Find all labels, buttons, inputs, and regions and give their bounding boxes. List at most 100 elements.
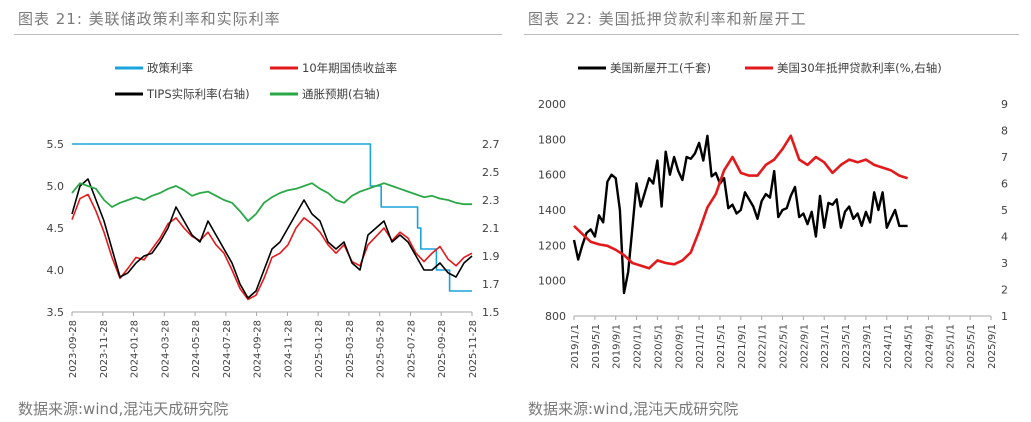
right-x-tick-label: 2025/5/1 [966,324,977,369]
right-x-tick-label: 2019/9/1 [612,324,623,369]
left-y-right-tick-label: 2.7 [482,138,500,151]
left-x-tick-label: 2024-01-28 [130,320,141,378]
left-series-line-0 [72,143,472,292]
right-title-rule [524,34,1019,35]
left-y-right-tick-label: 1.5 [482,306,500,319]
left-legend-label-1: 10年期国债收益率 [302,61,397,75]
right-y-right-tick-label: 3 [1001,257,1008,270]
left-legend-label-2: TIPS实际利率(右轴) [146,87,250,101]
left-series-line-2 [71,178,473,299]
left-x-tick-group: 2024-09-28 [253,320,264,378]
right-x-tick-label: 2022/5/1 [779,324,790,369]
right-x-tick-group: 2023/9/1 [862,324,873,369]
right-chart-title: 图表 22: 美国抵押贷款利率和新屋开工 [528,10,807,28]
left-x-tick-label: 2023-11-28 [99,320,110,378]
left-x-tick-group: 2024-03-28 [160,320,171,378]
right-series-line-0 [572,134,908,295]
right-x-tick-group: 2025/1/1 [945,324,956,369]
right-x-tick-group: 2024/1/1 [883,324,894,369]
right-x-tick-group: 2023/1/1 [820,324,831,369]
right-y-right-tick-label: 2 [1001,284,1008,297]
left-x-tick-group: 2025-03-28 [345,320,356,378]
right-y-right-tick-label: 4 [1001,231,1008,244]
right-x-tick-label: 2025/1/1 [945,324,956,369]
left-y-left-tick-label: 4.0 [47,264,65,277]
right-x-tick-label: 2021/1/1 [695,324,706,369]
left-x-tick-group: 2024-07-28 [222,320,233,378]
right-x-tick-group: 2021/1/1 [695,324,706,369]
left-x-tick-label: 2025-03-28 [345,320,356,378]
right-x-tick-label: 2024/5/1 [904,324,915,369]
left-x-tick-group: 2024-05-28 [191,320,202,378]
left-x-tick-label: 2025-11-28 [468,320,479,378]
right-x-tick-label: 2023/1/1 [820,324,831,369]
right-y-left-tick-label: 2000 [538,98,566,111]
right-y-right-tick-label: 8 [1001,125,1008,138]
right-x-tick-group: 2020/5/1 [653,324,664,369]
left-x-tick-group: 2025-07-28 [406,320,417,378]
right-series-line-1 [573,134,908,270]
right-x-tick-group: 2019/9/1 [612,324,623,369]
right-y-right-tick-label: 6 [1001,178,1008,191]
right-x-tick-label: 2022/1/1 [758,324,769,369]
left-x-tick-label: 2023-09-28 [68,320,79,378]
right-x-tick-group: 2022/9/1 [799,324,810,369]
right-x-tick-label: 2020/9/1 [674,324,685,369]
left-x-tick-label: 2025-05-28 [376,320,387,378]
left-y-right-tick-label: 2.1 [482,222,500,235]
left-x-tick-group: 2025-09-28 [437,320,448,378]
right-x-tick-group: 2023/5/1 [841,324,852,369]
left-y-right-tick-label: 2.5 [482,166,500,179]
right-y-left-tick-label: 1400 [538,204,566,217]
right-x-tick-group: 2025/5/1 [966,324,977,369]
right-x-tick-label: 2021/9/1 [737,324,748,369]
right-x-tick-label: 2021/5/1 [716,324,727,369]
left-y-left-tick-label: 4.5 [47,222,65,235]
left-title-rule [14,34,502,35]
right-x-tick-label: 2019/1/1 [570,324,581,369]
right-x-tick-group: 2025/9/1 [987,324,998,369]
left-y-right-tick-label: 1.9 [482,250,500,263]
left-x-tick-group: 2024-11-28 [283,320,294,378]
left-y-left-tick-label: 3.5 [47,306,65,319]
left-y-right-tick-label: 1.7 [482,278,500,291]
left-x-tick-group: 2023-11-28 [99,320,110,378]
right-data-source: 数据来源:wind,混沌天成研究院 [528,400,739,418]
right-y-right-tick-label: 5 [1001,204,1008,217]
right-y-left-tick-label: 1800 [538,133,566,146]
left-x-tick-group: 2025-05-28 [376,320,387,378]
left-x-tick-label: 2025-07-28 [406,320,417,378]
left-series-line-1 [71,193,473,301]
right-y-left-tick-label: 800 [545,310,566,323]
right-legend-label-0: 美国新屋开工(千套) [610,61,711,75]
left-data-source: 数据来源:wind,混沌天成研究院 [18,400,229,418]
right-x-tick-label: 2025/9/1 [987,324,998,369]
right-x-tick-group: 2021/5/1 [716,324,727,369]
left-x-tick-label: 2024-03-28 [160,320,171,378]
left-legend-label-3: 通胀预期(右轴) [302,87,380,101]
left-y-right-tick-label: 2.3 [482,194,500,207]
left-x-tick-label: 2024-11-28 [283,320,294,378]
right-x-tick-label: 2020/1/1 [633,324,644,369]
left-x-tick-group: 2024-01-28 [130,320,141,378]
right-x-tick-group: 2019/1/1 [570,324,581,369]
right-x-tick-label: 2023/5/1 [841,324,852,369]
right-x-tick-group: 2024/5/1 [904,324,915,369]
right-x-tick-group: 2024/9/1 [924,324,935,369]
right-x-tick-label: 2024/1/1 [883,324,894,369]
right-x-tick-group: 2021/9/1 [737,324,748,369]
left-x-tick-label: 2025-01-28 [314,320,325,378]
left-legend-label-0: 政策利率 [147,61,193,75]
right-legend-label-1: 美国30年抵押贷款利率(%,右轴) [777,61,942,75]
right-x-tick-group: 2019/5/1 [591,324,602,369]
right-x-tick-label: 2022/9/1 [799,324,810,369]
left-x-tick-label: 2024-09-28 [253,320,264,378]
left-series-line-3 [71,182,472,222]
left-x-tick-label: 2025-09-28 [437,320,448,378]
right-y-left-tick-label: 1600 [538,169,566,182]
right-y-right-tick-label: 7 [1001,151,1008,164]
right-y-right-tick-label: 1 [1001,310,1008,323]
left-chart-title: 图表 21: 美联储政策利率和实际利率 [18,10,281,28]
right-y-left-tick-label: 1200 [538,239,566,252]
